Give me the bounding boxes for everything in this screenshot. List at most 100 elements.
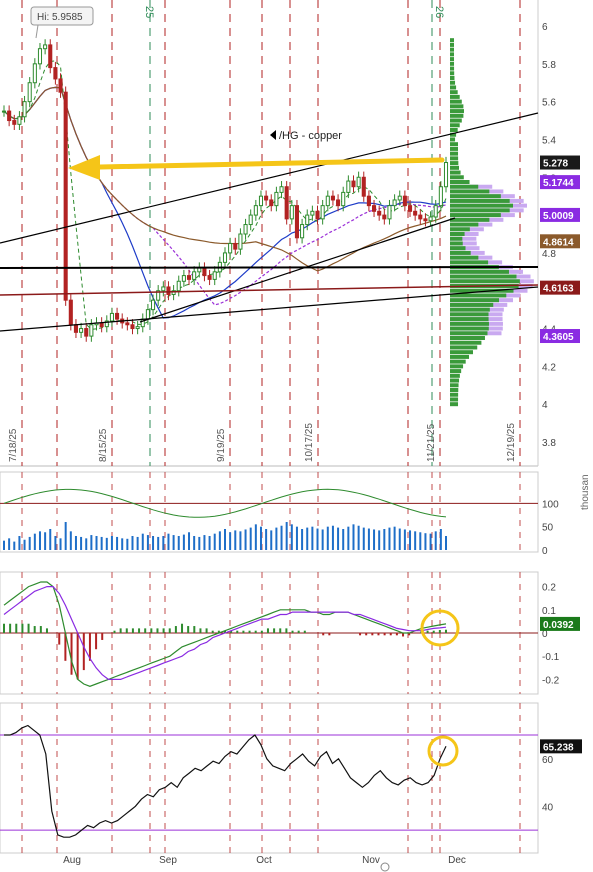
- volume-tick-label: 50: [542, 523, 554, 534]
- volume-bar: [64, 522, 67, 550]
- macd-histogram-bar: [248, 630, 251, 633]
- macd-histogram-bar: [168, 628, 171, 633]
- profile-bar: [450, 378, 460, 383]
- candle-body: [192, 271, 197, 280]
- volume-bar: [306, 527, 309, 550]
- candlesticks: [1, 39, 449, 342]
- symbol-label-text: /HG - copper: [279, 130, 342, 142]
- price-panel: [0, 0, 538, 466]
- price-tick-label: 4.8: [542, 249, 556, 260]
- candle-body: [366, 195, 371, 207]
- volume-bar: [337, 527, 340, 550]
- profile-bar: [450, 383, 459, 388]
- macd-histogram-bar: [438, 629, 441, 633]
- volume-bar: [275, 527, 278, 550]
- candle-body: [12, 120, 17, 125]
- gear-icon[interactable]: [380, 862, 390, 872]
- volume-panel: [0, 471, 539, 553]
- candle-body: [402, 195, 407, 207]
- volume-bar: [146, 535, 149, 550]
- profile-bar: [450, 170, 461, 175]
- profile-bar: [450, 279, 520, 284]
- profile-bar: [450, 260, 489, 265]
- candle-body: [202, 267, 207, 277]
- profile-bar: [450, 194, 501, 199]
- volume-bar: [419, 532, 422, 550]
- macd-histogram-bar: [3, 623, 5, 633]
- candle-body: [264, 195, 269, 201]
- candle-body: [407, 205, 413, 212]
- candle-body: [145, 309, 150, 320]
- macd-histogram-bar: [33, 626, 36, 633]
- candle-body: [253, 205, 258, 216]
- candle-body: [258, 195, 264, 207]
- price-tick-label: 4: [542, 400, 548, 411]
- volume-bar: [218, 531, 221, 550]
- volume-bar: [316, 528, 319, 550]
- macd-histogram-bar: [242, 630, 245, 633]
- volume-bar: [18, 536, 21, 550]
- candle-body: [279, 186, 284, 193]
- candle-body: [68, 299, 73, 326]
- volume-bar: [69, 531, 72, 550]
- profile-bar: [450, 198, 510, 203]
- volume-bar: [38, 531, 41, 550]
- month-labels: Aug Sep Oct Nov Dec: [63, 855, 466, 866]
- candle-body: [233, 242, 238, 250]
- volume-profile: [450, 38, 534, 407]
- macd-histogram-bar: [365, 633, 368, 636]
- volume-bar: [424, 533, 427, 550]
- volume-bar: [162, 536, 165, 550]
- profile-bar: [450, 402, 459, 407]
- partial-top-label-1: 25: [143, 6, 155, 18]
- profile-bar: [450, 151, 459, 156]
- profile-bar: [450, 52, 455, 57]
- macd-histogram-bar: [156, 628, 159, 633]
- candle-body: [300, 224, 305, 239]
- macd-histogram-bar: [432, 630, 435, 633]
- profile-bar: [450, 118, 462, 123]
- profile-bar: [450, 293, 507, 298]
- profile-bar: [450, 47, 455, 52]
- high-label: Hi: 5.9585: [30, 6, 94, 39]
- profile-bar: [450, 250, 471, 255]
- macd-histogram-bar: [119, 628, 122, 633]
- macd-histogram-bar: [199, 628, 202, 633]
- candle-body: [423, 218, 428, 222]
- candle-body: [387, 205, 392, 220]
- macd-histogram-bar: [322, 633, 325, 636]
- volume-bar: [445, 536, 447, 550]
- date-marker-label: 12/19/25: [506, 423, 517, 462]
- volume-bar: [126, 538, 129, 550]
- volume-bar: [80, 536, 83, 550]
- profile-bar: [450, 203, 514, 208]
- volume-bar: [290, 524, 293, 550]
- rsi-tick-label: 60: [542, 755, 554, 766]
- profile-bar: [450, 369, 462, 374]
- candle-body: [176, 280, 181, 292]
- candle-body: [341, 191, 346, 207]
- volume-bar: [131, 536, 134, 550]
- macd-histogram-bar: [15, 623, 18, 633]
- price-tag-bg: [540, 155, 580, 170]
- macd-tag-bg: [540, 616, 580, 631]
- candle-body: [289, 205, 294, 220]
- candle-body: [372, 205, 377, 212]
- candle-body: [274, 191, 279, 207]
- rsi-axis: 60 40: [542, 755, 554, 814]
- macd-histogram-bar: [371, 633, 374, 636]
- volume-bar: [301, 529, 304, 550]
- profile-bar: [450, 94, 460, 99]
- macd-axis: 0.2 0.1 0 -0.1 -0.2: [542, 583, 560, 687]
- volume-bar: [224, 529, 226, 550]
- volume-bar: [208, 536, 211, 550]
- volume-bar: [388, 527, 391, 550]
- candle-body: [22, 101, 27, 118]
- volume-bar: [152, 536, 155, 550]
- candle-body: [109, 312, 114, 322]
- resistance-line: [0, 284, 539, 296]
- profile-bar: [450, 123, 460, 128]
- candle-body: [63, 91, 68, 301]
- volume-oscillator-line: [3, 488, 447, 518]
- volume-bar: [3, 540, 5, 550]
